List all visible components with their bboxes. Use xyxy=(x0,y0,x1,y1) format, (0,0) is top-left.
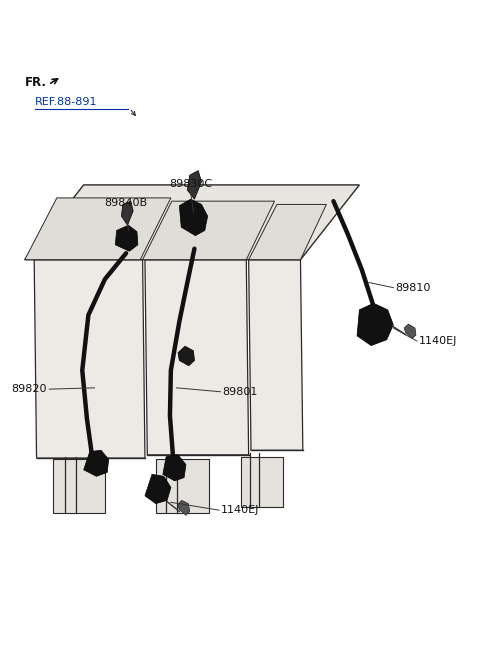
Polygon shape xyxy=(145,474,171,504)
Polygon shape xyxy=(163,455,186,481)
Text: 89810: 89810 xyxy=(396,283,431,293)
Polygon shape xyxy=(249,260,303,450)
Polygon shape xyxy=(187,171,202,199)
Polygon shape xyxy=(357,303,393,346)
Text: FR.: FR. xyxy=(25,75,47,89)
Text: 89840B: 89840B xyxy=(105,197,148,208)
Polygon shape xyxy=(178,346,194,366)
Polygon shape xyxy=(34,260,145,458)
Polygon shape xyxy=(53,459,105,514)
Polygon shape xyxy=(143,201,275,260)
Polygon shape xyxy=(115,225,138,251)
Polygon shape xyxy=(25,198,171,260)
Text: 1140EJ: 1140EJ xyxy=(221,505,260,515)
Polygon shape xyxy=(25,185,360,260)
Polygon shape xyxy=(249,205,326,260)
Polygon shape xyxy=(156,459,209,514)
Polygon shape xyxy=(121,201,133,225)
Text: REF.88-891: REF.88-891 xyxy=(35,96,97,107)
Polygon shape xyxy=(404,324,416,338)
Polygon shape xyxy=(180,199,208,236)
Polygon shape xyxy=(178,501,190,516)
Polygon shape xyxy=(240,457,283,507)
Text: 1140EJ: 1140EJ xyxy=(419,336,457,346)
Text: 89801: 89801 xyxy=(223,387,258,397)
Polygon shape xyxy=(145,260,249,455)
Text: 89820: 89820 xyxy=(12,384,47,394)
Polygon shape xyxy=(84,450,108,476)
Text: 89830C: 89830C xyxy=(169,180,212,190)
